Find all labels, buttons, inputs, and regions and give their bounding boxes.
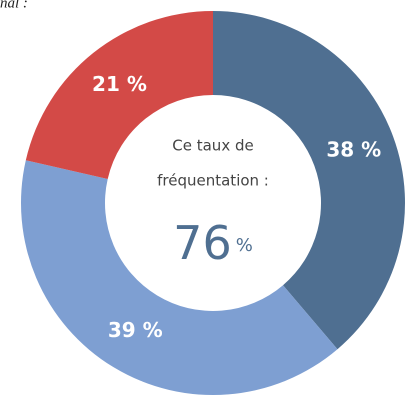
donut-segment — [213, 11, 406, 350]
value-label: 38 % — [326, 138, 381, 162]
donut-segment — [20, 160, 338, 396]
center-number: 76 — [173, 216, 232, 270]
value-label: 21 % — [92, 72, 147, 96]
center-title: fréquentation : — [157, 172, 269, 190]
center-value: 76% — [173, 216, 253, 270]
value-label: 39 % — [108, 318, 163, 342]
center-title: Ce taux de — [172, 137, 253, 155]
donut-segment — [25, 11, 213, 179]
center-unit: % — [236, 235, 253, 256]
corner-text: nal : — [0, 0, 28, 11]
donut — [20, 11, 406, 396]
